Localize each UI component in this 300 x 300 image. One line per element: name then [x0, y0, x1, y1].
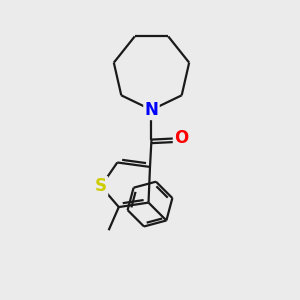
Text: O: O — [174, 129, 188, 147]
Text: S: S — [95, 177, 107, 195]
Text: N: N — [145, 101, 158, 119]
